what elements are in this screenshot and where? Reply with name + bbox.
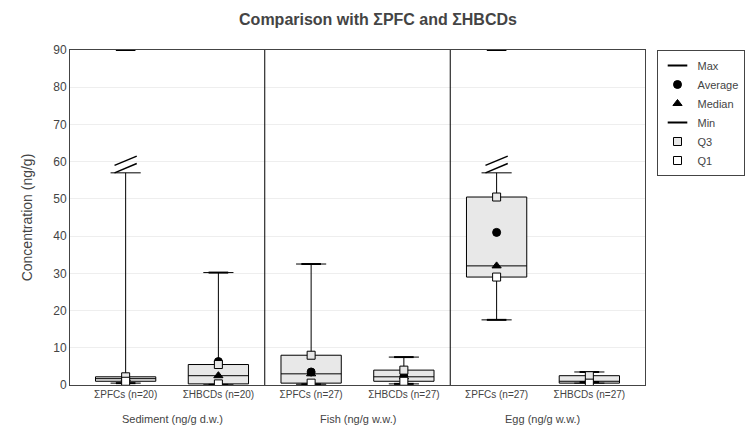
svg-text:30: 30 (53, 267, 67, 281)
svg-text:Concentration (ng/g): Concentration (ng/g) (19, 154, 35, 282)
svg-text:Q1: Q1 (698, 155, 713, 167)
svg-text:Egg (ng/g w.w.): Egg (ng/g w.w.) (505, 413, 580, 425)
svg-text:40: 40 (53, 229, 67, 243)
svg-text:0: 0 (60, 378, 67, 392)
svg-text:80: 80 (53, 80, 67, 94)
svg-text:Fish (ng/g w.w.): Fish (ng/g w.w.) (320, 413, 396, 425)
svg-text:ΣHBCDs (n=27): ΣHBCDs (n=27) (368, 389, 439, 400)
svg-text:20: 20 (53, 304, 67, 318)
svg-text:90: 90 (53, 43, 67, 57)
svg-text:Q3: Q3 (698, 136, 713, 148)
svg-text:60: 60 (53, 155, 67, 169)
svg-text:ΣPFCs (n=20): ΣPFCs (n=20) (94, 389, 157, 400)
svg-text:ΣPFCs (n=27): ΣPFCs (n=27) (465, 389, 528, 400)
svg-text:Sediment (ng/g d.w.): Sediment (ng/g d.w.) (122, 413, 223, 425)
svg-text:ΣPFCs (n=27): ΣPFCs (n=27) (280, 389, 343, 400)
svg-text:10: 10 (53, 341, 67, 355)
svg-text:Min: Min (698, 117, 716, 129)
svg-text:Median: Median (698, 98, 734, 110)
svg-text:Comparison with ΣPFC and ΣHBCD: Comparison with ΣPFC and ΣHBCDs (239, 11, 517, 28)
svg-text:50: 50 (53, 192, 67, 206)
svg-text:ΣHBCDs (n=20): ΣHBCDs (n=20) (183, 389, 254, 400)
svg-text:70: 70 (53, 118, 67, 132)
svg-text:Average: Average (698, 79, 739, 91)
svg-text:ΣHBCDs (n=27): ΣHBCDs (n=27) (554, 389, 625, 400)
svg-text:Max: Max (698, 60, 719, 72)
